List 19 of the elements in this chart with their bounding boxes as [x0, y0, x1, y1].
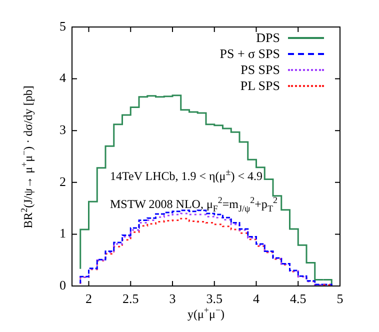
legend-label: DPS	[256, 30, 280, 46]
legend-label: PS + σ SPS	[220, 46, 280, 62]
y-tick-label: 3	[60, 122, 66, 138]
y-tick-label: 4	[60, 70, 66, 86]
annotation: 14TeV LHCb, 1.9 < η(μ$^{±}$) < 4.9	[110, 167, 262, 183]
x-tick-label: 4.5	[290, 291, 306, 306]
x-tick-label: 2.5	[122, 291, 139, 306]
y-tick-label: 1	[60, 226, 66, 241]
x-axis-title: y(μ$^{+}$μ$^{−}$)	[187, 305, 225, 321]
y-tick-label: 2	[60, 174, 66, 189]
y-tick-label: 0	[60, 277, 66, 292]
x-tick-label: 3.5	[206, 291, 222, 306]
legend-label: PL SPS	[240, 78, 280, 94]
x-tick-label: 3	[169, 291, 176, 306]
x-tick-label: 4	[253, 291, 260, 306]
legend-label: PS SPS	[240, 62, 280, 78]
x-tick-label: 2	[86, 291, 92, 306]
y-tick-label: 5	[60, 18, 66, 34]
x-tick-label: 5	[336, 291, 344, 306]
